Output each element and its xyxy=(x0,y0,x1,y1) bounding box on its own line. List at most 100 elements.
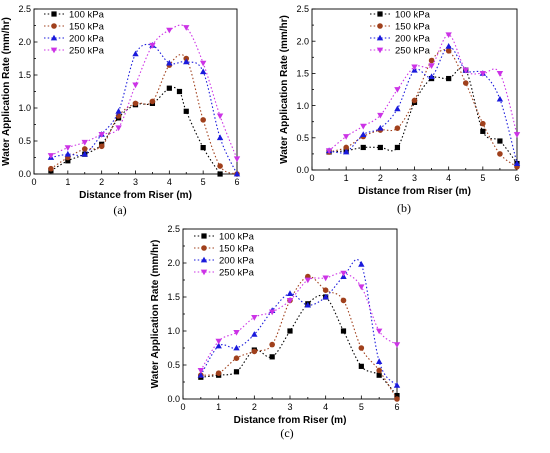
legend-entry-100-kpa: 100 kPa xyxy=(370,9,431,20)
x-tick-label: 5 xyxy=(201,177,206,187)
legend-label: 200 kPa xyxy=(219,255,255,266)
y-tick-label: 0.0 xyxy=(18,169,31,179)
y-tick-label: 2.0 xyxy=(18,37,31,47)
data-point xyxy=(394,396,400,402)
data-point xyxy=(377,144,383,151)
series-200-kpa xyxy=(325,43,521,166)
data-point xyxy=(215,370,222,376)
data-point xyxy=(428,57,435,64)
x-tick-label: 0 xyxy=(180,402,185,412)
data-point xyxy=(98,132,105,138)
y-tick-label: 0.0 xyxy=(296,165,309,175)
y-tick-label: 0.5 xyxy=(296,133,309,143)
data-point xyxy=(462,80,469,86)
legend-entry-250-kpa: 250 kPa xyxy=(44,45,105,56)
data-point xyxy=(497,151,503,157)
data-point xyxy=(216,134,224,141)
data-point xyxy=(394,125,401,131)
x-tick-label: 5 xyxy=(480,173,485,183)
data-point xyxy=(358,261,365,267)
data-point xyxy=(322,293,329,300)
data-point xyxy=(360,123,367,130)
legend-marker xyxy=(201,233,207,239)
data-point xyxy=(322,275,329,282)
legend-marker xyxy=(377,23,383,29)
legend-label: 150 kPa xyxy=(395,21,431,32)
data-point xyxy=(166,59,173,66)
series-250-kpa xyxy=(325,32,521,154)
x-tick-label: 0 xyxy=(309,173,314,183)
data-point xyxy=(115,113,122,119)
data-point xyxy=(342,148,350,155)
data-point xyxy=(513,132,521,138)
legend-entry-150-kpa: 150 kPa xyxy=(194,243,255,254)
data-point xyxy=(81,139,88,146)
data-point xyxy=(394,105,401,112)
x-tick-label: 3 xyxy=(133,177,138,187)
data-point xyxy=(479,71,487,77)
x-axis-title: Distance from Riser (m) xyxy=(358,186,471,197)
chart-panel: 0 1 2 3 4 5 6 0.0 0.5 1.0 1.5 2.0 2.5 Distance from R… xyxy=(150,224,401,440)
legend-marker xyxy=(200,269,208,276)
series-line xyxy=(50,86,221,175)
data-point xyxy=(342,134,350,140)
legend-label: 250 kPa xyxy=(69,45,105,56)
y-tick-label: 2.5 xyxy=(296,4,309,14)
data-point xyxy=(98,143,105,150)
data-point xyxy=(197,371,205,378)
legend-marker xyxy=(51,23,57,29)
y-axis-title: Water Application Rate (mm/hr) xyxy=(279,15,290,164)
legend-entry-150-kpa: 150 kPa xyxy=(370,21,431,32)
y-tick-label: 2.5 xyxy=(18,4,31,14)
panel-caption: (a) xyxy=(113,203,126,217)
data-point xyxy=(340,270,347,277)
data-point xyxy=(115,125,122,132)
series-line xyxy=(328,45,518,164)
series-line xyxy=(328,34,518,152)
series-100-kpa xyxy=(326,67,520,167)
legend-label: 200 kPa xyxy=(69,33,105,44)
data-point xyxy=(233,156,241,163)
data-point xyxy=(233,355,240,362)
data-point xyxy=(183,58,190,65)
data-point xyxy=(286,298,294,304)
data-point xyxy=(360,144,366,151)
series-250-kpa xyxy=(47,24,241,163)
series-150-kpa xyxy=(48,54,240,177)
legend-marker xyxy=(50,34,58,41)
legend-marker xyxy=(200,256,208,263)
x-tick-label: 2 xyxy=(99,177,104,187)
series-line xyxy=(200,258,398,386)
data-point xyxy=(48,165,54,172)
legend-marker xyxy=(201,245,207,251)
data-point xyxy=(132,100,139,107)
data-point xyxy=(215,338,222,345)
series-200-kpa xyxy=(197,258,401,388)
legend-entry-150-kpa: 150 kPa xyxy=(44,21,105,32)
data-point xyxy=(200,145,206,151)
data-point xyxy=(251,315,258,321)
chart-panel: 0 1 2 3 4 5 6 0.0 0.5 1.0 1.5 2.0 2.5 Distance from R… xyxy=(1,4,241,217)
series-line xyxy=(200,272,398,371)
x-axis-title: Distance from Riser (m) xyxy=(79,190,192,201)
data-point xyxy=(269,354,275,360)
data-point xyxy=(462,67,469,74)
data-point xyxy=(394,144,401,151)
x-tick-label: 2 xyxy=(252,402,257,412)
y-tick-label: 2.0 xyxy=(296,36,309,46)
data-point xyxy=(132,50,139,57)
y-axis-title: Water Application Rate (mm/hr) xyxy=(1,17,12,166)
data-point xyxy=(183,108,189,114)
y-axis-title: Water Application Rate (mm/hr) xyxy=(150,240,161,389)
data-point xyxy=(377,124,384,131)
data-point xyxy=(325,148,333,154)
data-point xyxy=(445,48,452,54)
data-point xyxy=(64,150,72,157)
data-point xyxy=(304,301,312,308)
data-point xyxy=(166,85,172,91)
data-point xyxy=(287,328,293,334)
chart-panel: 0 1 2 3 4 5 6 0.0 0.5 1.0 1.5 2.0 2.5 Distance from R… xyxy=(279,4,521,215)
series-line xyxy=(200,294,398,396)
